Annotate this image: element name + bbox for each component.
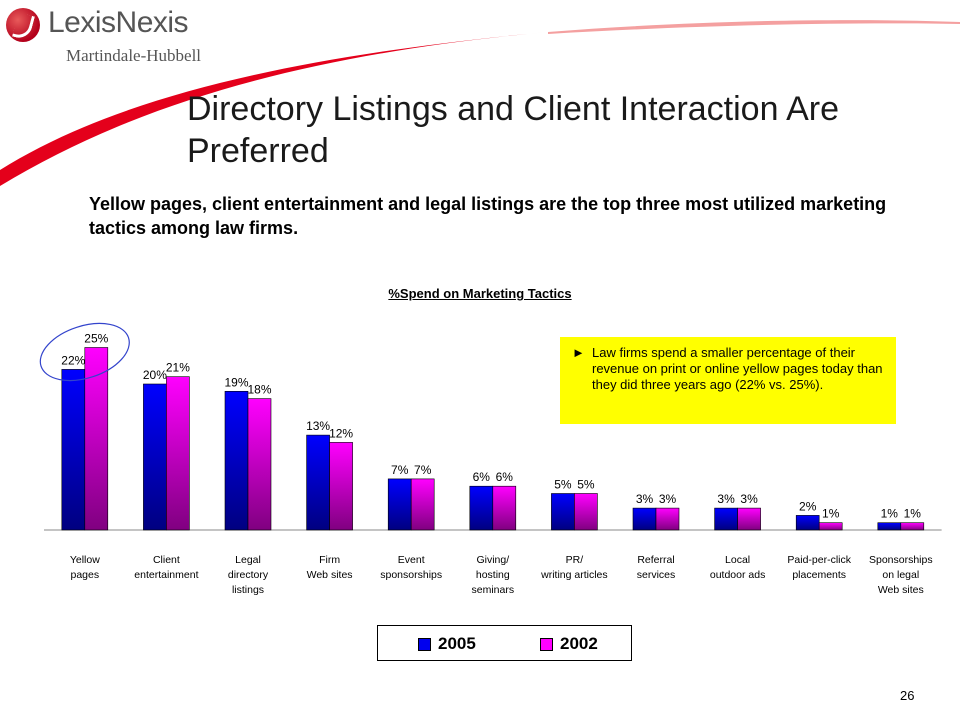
data-label-2002-0: 25%: [84, 332, 108, 346]
chart-legend: 2005 2002: [377, 625, 632, 661]
category-label-1-0: Client: [153, 554, 180, 566]
bar-2002-1: [166, 376, 190, 531]
data-label-2005-8: 3%: [717, 492, 735, 506]
data-label-2002-8: 3%: [740, 492, 758, 506]
category-label-6-1: writing articles: [540, 569, 608, 581]
bar-2005-9: [795, 515, 820, 531]
legend-label-2002: 2002: [560, 634, 598, 653]
bar-2005-2: [224, 390, 249, 531]
data-label-2002-4: 7%: [414, 463, 432, 477]
bar-2005-4: [387, 478, 412, 531]
data-label-2005-10: 1%: [881, 507, 899, 521]
data-label-2002-6: 5%: [577, 478, 595, 492]
bar-2002-7: [655, 507, 680, 531]
category-label-9-0: Paid-per-click: [787, 554, 851, 566]
callout-box: ► Law firms spend a smaller percentage o…: [560, 337, 896, 424]
category-label-4-0: Event: [398, 554, 425, 566]
data-label-2002-1: 21%: [166, 361, 190, 375]
slide-title: Directory Listings and Client Interactio…: [187, 90, 839, 170]
bar-2002-6: [574, 493, 598, 531]
data-label-2002-7: 3%: [659, 492, 677, 506]
logo-name: LexisNexis: [48, 6, 189, 39]
category-label-8-1: outdoor ads: [710, 569, 765, 581]
category-label-6-0: PR/: [566, 554, 584, 566]
data-label-2005-3: 13%: [306, 419, 330, 433]
page-number: 26: [900, 688, 915, 703]
logo-mark-icon: [6, 8, 40, 42]
category-label-3-1: Web sites: [307, 569, 353, 581]
bar-2005-0: [61, 369, 86, 531]
category-label-2-2: listings: [232, 584, 264, 596]
bar-2005-8: [714, 507, 738, 531]
category-label-5-2: seminars: [471, 584, 514, 596]
category-label-8-0: Local: [725, 554, 750, 566]
category-label-4-1: sponsorships: [380, 569, 442, 581]
callout-text: Law firms spend a smaller percentage of …: [592, 345, 883, 392]
bar-2002-0: [84, 347, 109, 531]
data-label-2002-2: 18%: [247, 383, 271, 397]
arrow-icon: ►: [572, 345, 585, 360]
bar-2005-3: [306, 434, 330, 531]
data-label-2005-4: 7%: [391, 463, 409, 477]
bar-2002-5: [492, 485, 517, 531]
data-label-2005-7: 3%: [636, 492, 654, 506]
category-label-10-0: Sponsorships: [869, 554, 933, 566]
category-label-0-0: Yellow: [70, 554, 100, 566]
category-label-7-0: Referral: [637, 554, 674, 566]
category-label-5-1: hosting: [476, 569, 510, 581]
category-label-2-1: directory: [228, 569, 269, 581]
slide-subtitle: Yellow pages, client entertainment and l…: [89, 194, 887, 238]
data-label-2002-10: 1%: [904, 507, 922, 521]
bar-2002-9: [818, 522, 843, 531]
data-label-2005-1: 20%: [143, 368, 167, 382]
category-label-10-1: on legal: [882, 569, 919, 581]
legend-swatch-2005: [418, 637, 431, 651]
bar-2005-10: [877, 522, 902, 531]
category-label-3-0: Firm: [319, 554, 340, 566]
bar-2005-6: [551, 493, 575, 531]
data-label-2002-3: 12%: [329, 426, 353, 440]
lexisnexis-logo: LexisNexis Martindale-Hubbell: [6, 6, 236, 68]
bar-2002-4: [410, 478, 435, 531]
category-label-5-0: Giving/: [476, 554, 509, 566]
logo-subtitle: Martindale-Hubbell: [66, 46, 202, 65]
bar-2002-10: [900, 522, 925, 531]
category-label-7-1: services: [637, 569, 676, 581]
data-label-2005-6: 5%: [554, 478, 572, 492]
data-label-2005-9: 2%: [799, 499, 817, 513]
bar-2005-5: [469, 485, 494, 531]
bar-2005-7: [632, 507, 657, 531]
legend-label-2005: 2005: [438, 634, 476, 653]
bar-2005-1: [143, 383, 167, 531]
bar-2002-3: [329, 442, 353, 531]
data-label-2005-2: 19%: [224, 375, 248, 389]
category-label-0-1: pages: [70, 569, 99, 581]
legend-item-2002: 2002: [540, 634, 598, 654]
category-label-10-2: Web sites: [878, 584, 924, 596]
category-label-9-1: placements: [792, 569, 846, 581]
legend-swatch-2002: [540, 637, 553, 651]
bar-2002-2: [247, 398, 272, 531]
data-label-2002-5: 6%: [496, 470, 514, 484]
data-label-2005-0: 22%: [61, 353, 85, 367]
chart-title: %Spend on Marketing Tactics: [388, 286, 572, 301]
bar-2002-8: [737, 507, 761, 531]
data-label-2002-9: 1%: [822, 507, 840, 521]
data-label-2005-5: 6%: [473, 470, 491, 484]
category-label-1-1: entertainment: [134, 569, 198, 581]
category-label-2-0: Legal: [235, 554, 261, 566]
legend-item-2005: 2005: [418, 634, 476, 654]
highlight-circle: [39, 322, 130, 382]
